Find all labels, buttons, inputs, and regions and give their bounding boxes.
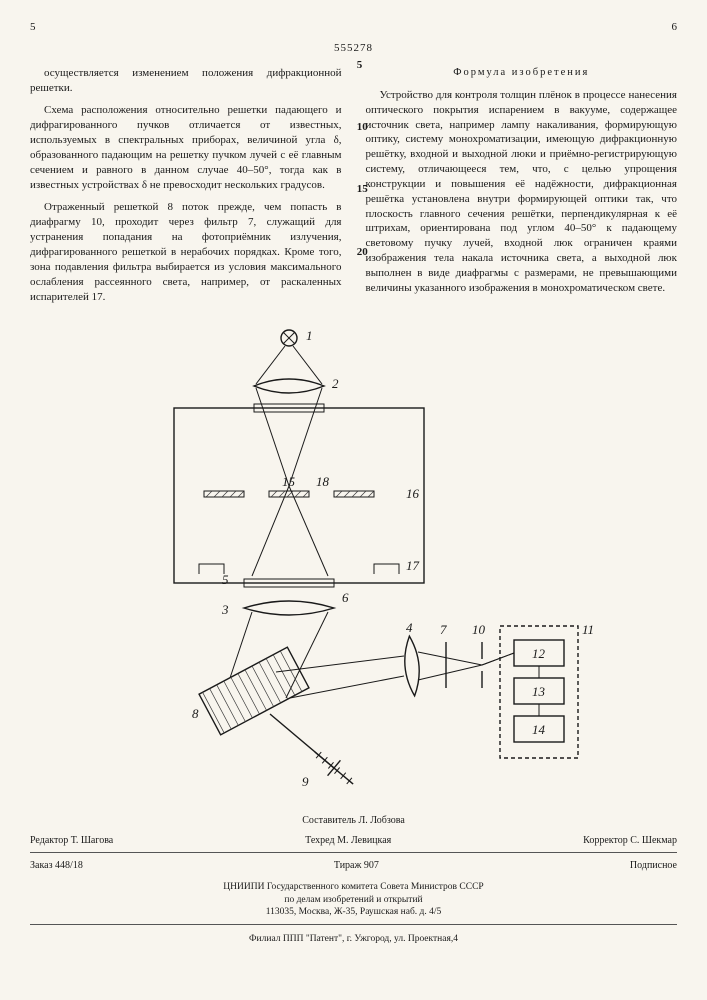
svg-text:9: 9 <box>302 774 309 789</box>
compiler-name: Л. Лобзова <box>358 815 404 826</box>
corrector-label: Корректор <box>583 835 628 846</box>
credit-row-1: Составитель Л. Лобзова <box>30 814 677 828</box>
svg-text:10: 10 <box>472 622 486 637</box>
para-r1: Устройство для контроля толщин плёнок в … <box>366 88 678 296</box>
text-columns: осуществляется изменением положения дифр… <box>30 66 677 313</box>
svg-text:8: 8 <box>192 706 199 721</box>
credit-row-2: Редактор Т. Шагова Техред М. Левицкая Ко… <box>30 834 677 848</box>
editor-name: Т. Шагова <box>71 835 114 846</box>
formula-title: Формула изобретения <box>366 66 678 80</box>
svg-text:3: 3 <box>221 602 229 617</box>
para-l3: Отраженный решеткой 8 поток прежде, чем … <box>30 200 342 304</box>
editor-label: Редактор <box>30 835 68 846</box>
optical-diagram: .st { stroke:#1a1a1a; fill:none; stroke-… <box>104 326 604 806</box>
svg-text:4: 4 <box>406 620 413 635</box>
line-marker-10: 10 <box>357 120 368 135</box>
svg-text:18: 18 <box>316 474 330 489</box>
para-l1: осуществляется изменением положения дифр… <box>30 66 342 96</box>
branch-addr: Филиал ППП "Патент", г. Ужгород, ул. Про… <box>30 933 677 946</box>
svg-text:7: 7 <box>440 622 447 637</box>
line-marker-5: 5 <box>357 58 363 73</box>
svg-text:12: 12 <box>532 646 546 661</box>
document-page: 5 6 555278 5 10 15 20 осуществляется изм… <box>30 20 677 946</box>
svg-text:16: 16 <box>406 486 420 501</box>
techred-name: М. Левицкая <box>337 835 391 846</box>
order-num: Заказ 448/18 <box>30 859 83 873</box>
subscribe: Подписное <box>630 859 677 873</box>
right-column: Формула изобретения Устройство для контр… <box>366 66 678 313</box>
compiler-label: Составитель <box>302 815 356 826</box>
svg-text:11: 11 <box>582 622 594 637</box>
org-line-2: по делам изобретений и открытий <box>30 894 677 907</box>
org-line-1: ЦНИИПИ Государственного комитета Совета … <box>30 881 677 894</box>
svg-text:2: 2 <box>332 376 339 391</box>
para-l2: Схема расположения относительно решетки … <box>30 103 342 192</box>
patent-number: 555278 <box>30 41 677 56</box>
svg-text:13: 13 <box>532 684 546 699</box>
page-num-right: 6 <box>672 20 678 35</box>
corrector-name: С. Шекмар <box>630 835 677 846</box>
page-num-left: 5 <box>30 20 36 35</box>
divider-2 <box>30 924 677 925</box>
svg-text:5: 5 <box>222 572 229 587</box>
line-marker-20: 20 <box>357 245 368 260</box>
addr-line-1: 113035, Москва, Ж-35, Раушская наб. д. 4… <box>30 906 677 919</box>
print-row: Заказ 448/18 Тираж 907 Подписное <box>30 859 677 873</box>
svg-text:15: 15 <box>282 474 296 489</box>
svg-text:1: 1 <box>306 328 313 343</box>
line-marker-15: 15 <box>357 182 368 197</box>
divider-1 <box>30 852 677 853</box>
sample-row <box>204 491 374 497</box>
techred-label: Техред <box>305 835 334 846</box>
left-column: осуществляется изменением положения дифр… <box>30 66 342 313</box>
svg-text:17: 17 <box>406 558 420 573</box>
tirage: Тираж 907 <box>334 859 379 873</box>
org-block: ЦНИИПИ Государственного комитета Совета … <box>30 881 677 919</box>
svg-text:6: 6 <box>342 590 349 605</box>
svg-text:14: 14 <box>532 722 546 737</box>
page-number-row: 5 6 <box>30 20 677 35</box>
